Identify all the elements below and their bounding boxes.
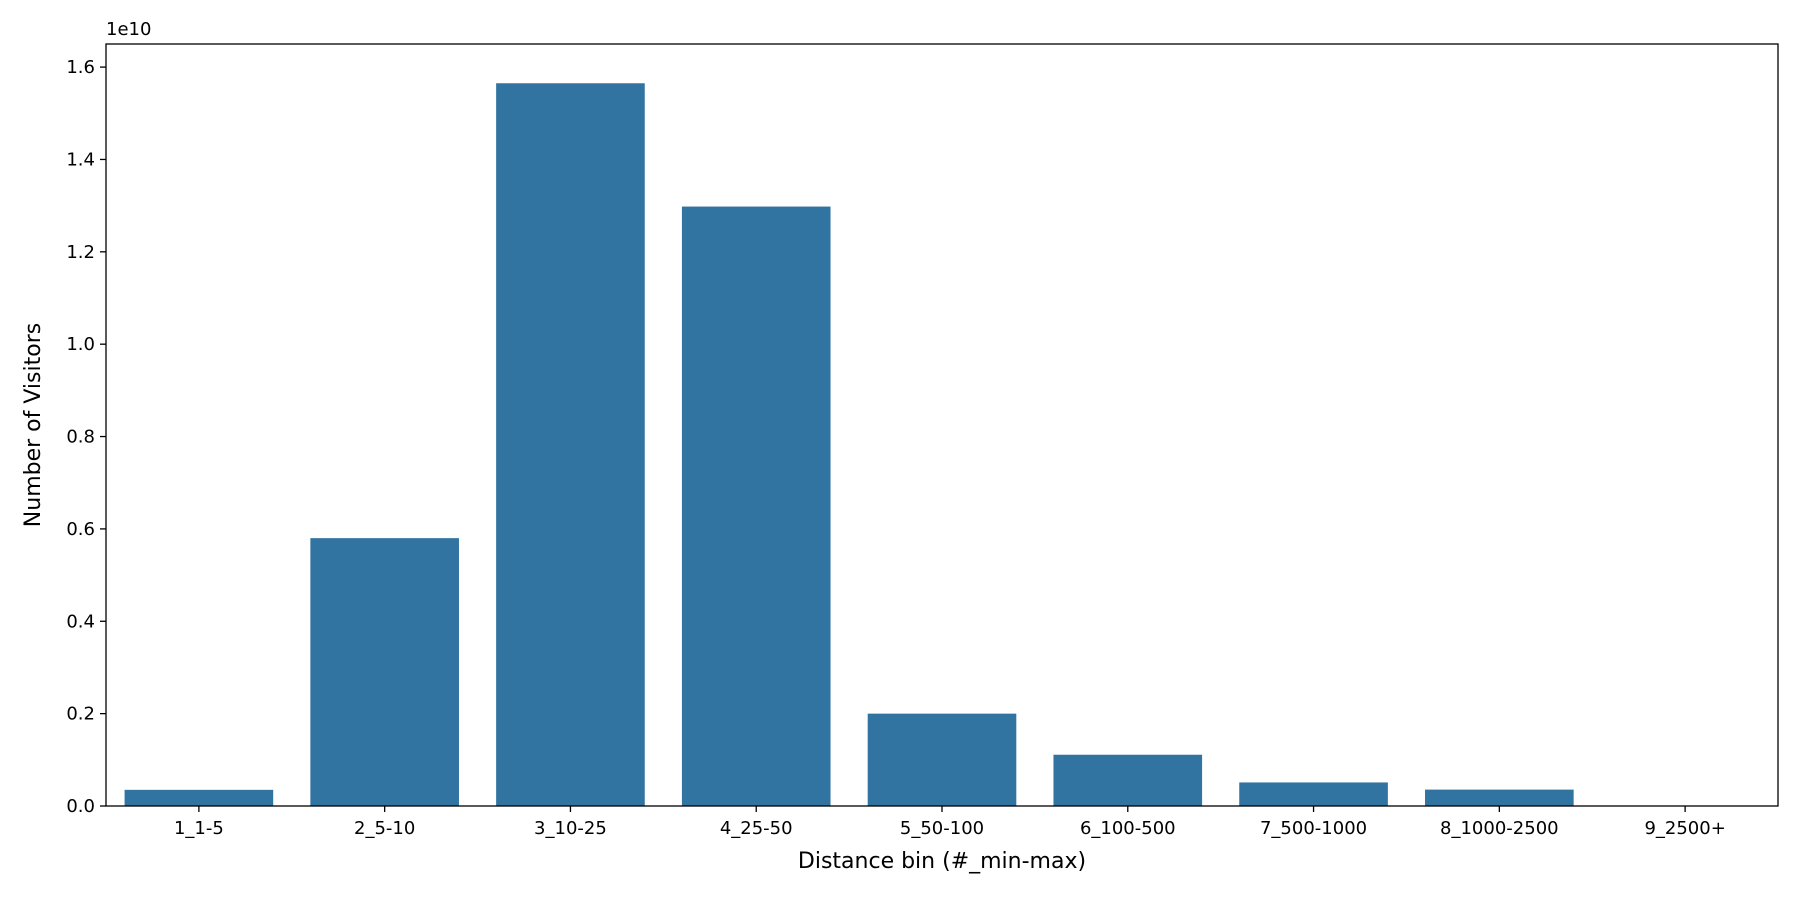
- x-tick-label: 4_25-50: [720, 818, 793, 839]
- y-tick-label: 0.6: [66, 519, 95, 540]
- bar-8_1000-2500: [1425, 789, 1574, 806]
- y-tick-label: 1.6: [66, 57, 95, 78]
- x-tick-label: 7_500-1000: [1260, 818, 1367, 839]
- x-tick-label: 3_10-25: [534, 818, 607, 839]
- x-tick-label: 9_2500+: [1644, 818, 1725, 839]
- y-tick-label: 0.2: [66, 704, 95, 725]
- y-tick-label: 0.8: [66, 427, 95, 448]
- bar-1_1-5: [124, 789, 274, 806]
- bar-2_5-10: [310, 538, 459, 806]
- bar-7_500-1000: [1239, 782, 1388, 806]
- y-tick-label: 1.2: [66, 242, 95, 263]
- bar-6_100-500: [1053, 754, 1203, 806]
- y-tick-label: 0.0: [66, 796, 95, 817]
- y-axis-ticks: 0.0 0.2 0.4 0.6 0.8 1.0 1.2 1.4 1.6: [66, 57, 106, 817]
- y-axis-offset-label: 1e10: [106, 19, 151, 40]
- y-tick-label: 1.0: [66, 334, 95, 355]
- bar-4_25-50: [681, 206, 831, 806]
- bars-layer: [124, 83, 1760, 807]
- x-axis-ticks: 1_1-5 2_5-10 3_10-25 4_25-50 5_50-100 6_100-5…: [174, 806, 1726, 839]
- x-tick-label: 5_50-100: [900, 818, 984, 839]
- bar-5_50-100: [867, 713, 1017, 806]
- plot-frame: [105, 43, 1779, 807]
- x-axis-label: Distance bin (#_min-max): [798, 849, 1086, 874]
- x-tick-label: 8_1000-2500: [1440, 818, 1559, 839]
- y-tick-label: 1.4: [66, 149, 95, 170]
- x-tick-label: 1_1-5: [174, 818, 224, 839]
- y-tick-label: 0.4: [66, 611, 95, 632]
- bar-3_10-25: [496, 83, 645, 807]
- x-tick-label: 2_5-10: [354, 818, 415, 839]
- x-tick-label: 6_100-500: [1080, 818, 1176, 839]
- y-axis-label: Number of Visitors: [21, 323, 46, 527]
